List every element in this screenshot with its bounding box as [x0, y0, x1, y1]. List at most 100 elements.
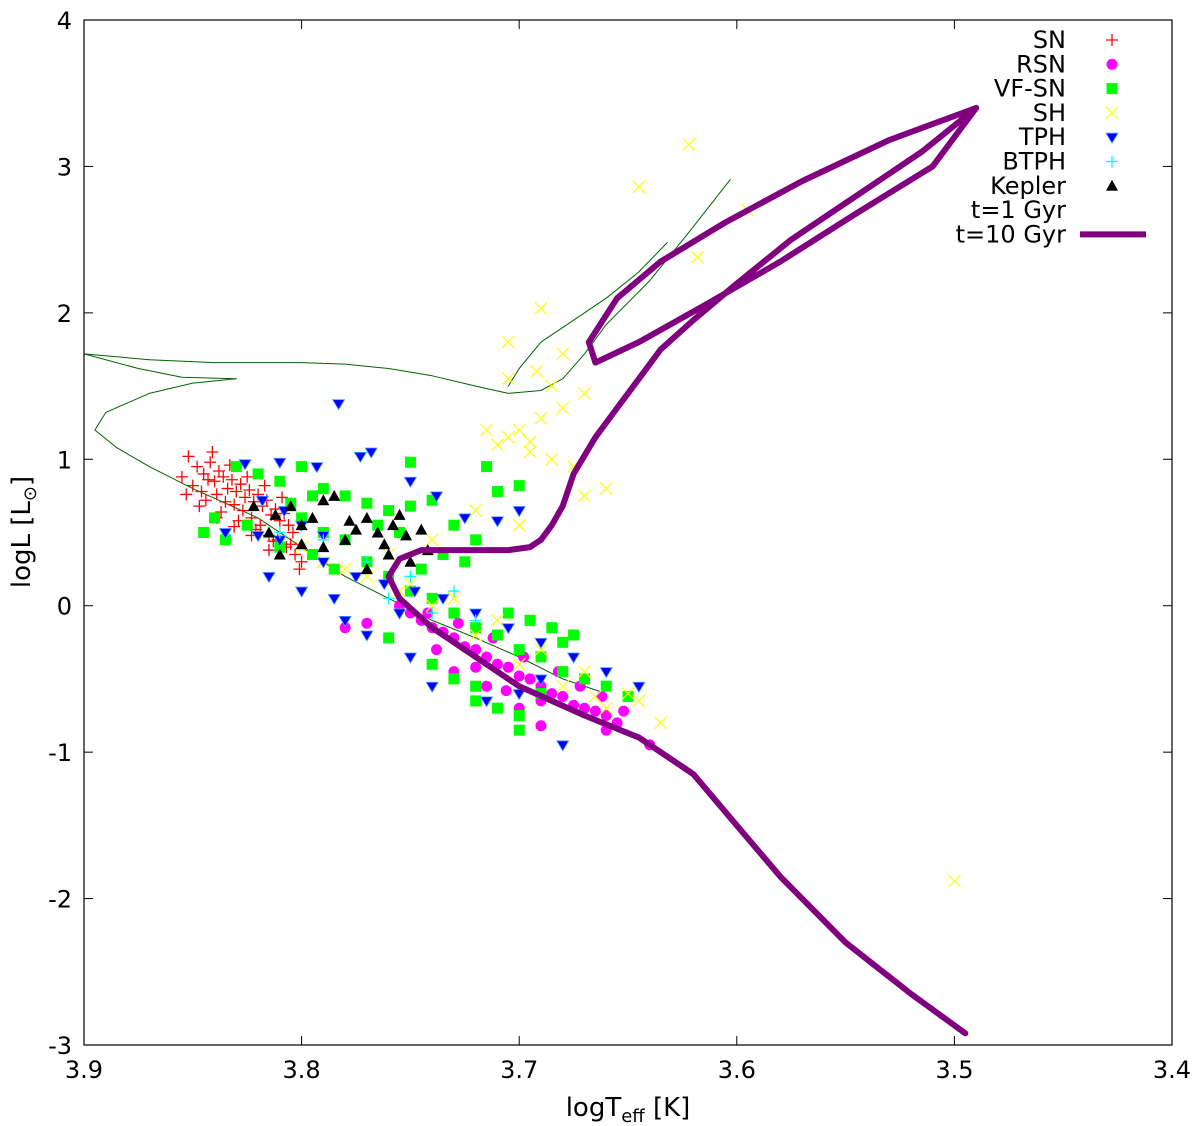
- data-point-sh: [491, 438, 504, 452]
- y-axis-title-sun: ⊙: [20, 486, 41, 501]
- data-point-vf-sn: [546, 622, 558, 634]
- data-point-tph: [316, 557, 331, 569]
- data-point-vf-sn: [339, 490, 351, 502]
- data-point-sn: [284, 538, 297, 551]
- data-point-rsn: [578, 702, 590, 714]
- data-point-vf-sn: [448, 607, 460, 619]
- data-point-sn: [182, 450, 195, 463]
- data-point-kepler: [371, 526, 384, 538]
- data-point-rsn: [524, 673, 536, 685]
- data-point-sh: [556, 347, 570, 361]
- data-point-vf-sn: [317, 483, 329, 495]
- data-point-kepler: [415, 523, 428, 535]
- data-point-sh: [947, 874, 961, 888]
- data-point-rsn: [361, 617, 373, 629]
- legend-label: TPH: [1018, 123, 1066, 151]
- data-point-vf-sn: [470, 622, 482, 634]
- line-path: [83, 353, 607, 695]
- data-point-sn: [228, 498, 241, 511]
- data-point-sh: [425, 533, 439, 547]
- data-point-btph: [447, 585, 460, 598]
- y-tick-label: 1: [57, 446, 72, 474]
- series-btph: [273, 526, 482, 627]
- data-point-rsn: [502, 661, 514, 673]
- data-point-vf-sn: [513, 710, 525, 722]
- data-point-vf-sn: [404, 500, 416, 512]
- data-point-vf-sn: [404, 585, 416, 597]
- data-point-sh: [599, 482, 613, 495]
- data-point-sn: [180, 488, 193, 501]
- data-point-sh: [512, 657, 526, 671]
- legend-symbol-sh: [1105, 106, 1119, 120]
- data-point-sh: [530, 365, 544, 378]
- data-point-btph: [382, 592, 395, 605]
- data-point-vf-sn: [372, 519, 384, 531]
- data-point-sh: [469, 504, 483, 517]
- data-point-sh: [682, 138, 696, 151]
- data-point-vf-sn: [426, 658, 438, 670]
- data-point-kepler: [400, 529, 413, 541]
- data-point-tph: [255, 495, 270, 508]
- data-point-sn: [219, 495, 232, 508]
- data-point-sn: [286, 526, 299, 539]
- data-point-sn: [175, 470, 188, 483]
- data-point-tph: [632, 681, 646, 694]
- axis-ticks: 3.9 3.8 3.7 3.6 3.5 3.4 -3 -2 -1 0 1 2 3 4: [48, 7, 1191, 1084]
- x-tick-label: 3.6: [718, 1056, 756, 1084]
- data-point-kepler: [386, 519, 399, 531]
- data-point-tph: [556, 740, 570, 752]
- data-point-sn: [282, 519, 295, 532]
- series-line-t-1-gyr: [83, 179, 731, 695]
- data-point-sh: [534, 643, 548, 657]
- series-kepler: [247, 489, 434, 575]
- data-point-sn: [204, 456, 217, 469]
- data-point-sn: [193, 500, 206, 513]
- data-point-sh: [534, 411, 548, 425]
- data-point-sh: [545, 452, 559, 466]
- data-point-rsn: [470, 661, 482, 673]
- data-point-sn: [295, 555, 308, 568]
- data-point-rsn: [596, 691, 608, 702]
- legend-label: Kepler: [990, 172, 1066, 200]
- data-point-rsn: [618, 705, 630, 717]
- line-path: [385, 104, 980, 1037]
- data-point-rsn: [557, 691, 569, 702]
- y-tick-label: 2: [57, 300, 72, 328]
- data-point-sn: [230, 485, 243, 498]
- data-point-vf-sn: [557, 666, 569, 678]
- data-point-vf-sn: [230, 461, 242, 473]
- data-point-sn: [191, 460, 204, 473]
- data-point-sn: [217, 470, 230, 483]
- data-point-tph: [429, 491, 444, 503]
- data-point-tph: [501, 623, 516, 635]
- data-point-kepler: [360, 563, 373, 575]
- legend-symbol-rsn: [1106, 58, 1118, 70]
- data-point-vf-sn: [622, 691, 634, 702]
- y-tick-label: 3: [57, 153, 72, 181]
- data-point-vf-sn: [394, 527, 406, 538]
- data-point-vf-sn: [557, 636, 569, 648]
- data-point-sn: [293, 563, 306, 576]
- data-point-tph: [534, 674, 548, 686]
- data-point-tph: [458, 513, 472, 525]
- data-point-vf-sn: [437, 548, 449, 560]
- data-point-vf-sn: [535, 651, 547, 663]
- data-point-sh: [578, 665, 591, 679]
- data-point-vf-sn: [296, 461, 308, 473]
- legend-symbol-sn: [1106, 34, 1118, 46]
- data-point-vf-sn: [459, 556, 471, 568]
- data-point-sn: [273, 514, 286, 527]
- data-point-tph: [490, 516, 505, 528]
- line-path: [507, 242, 668, 387]
- data-point-vf-sn: [415, 563, 427, 575]
- data-point-sn: [258, 479, 271, 492]
- data-point-sh: [425, 599, 439, 613]
- x-axis-title-main: logT: [566, 1093, 622, 1123]
- data-point-kepler: [295, 538, 308, 550]
- data-point-sh: [556, 401, 570, 415]
- data-point-kepler: [306, 511, 319, 523]
- x-axis-title-unit: [K]: [645, 1093, 691, 1123]
- data-point-vf-sn: [296, 512, 308, 524]
- data-point-vf-sn: [426, 494, 438, 506]
- data-point-sh: [578, 489, 591, 503]
